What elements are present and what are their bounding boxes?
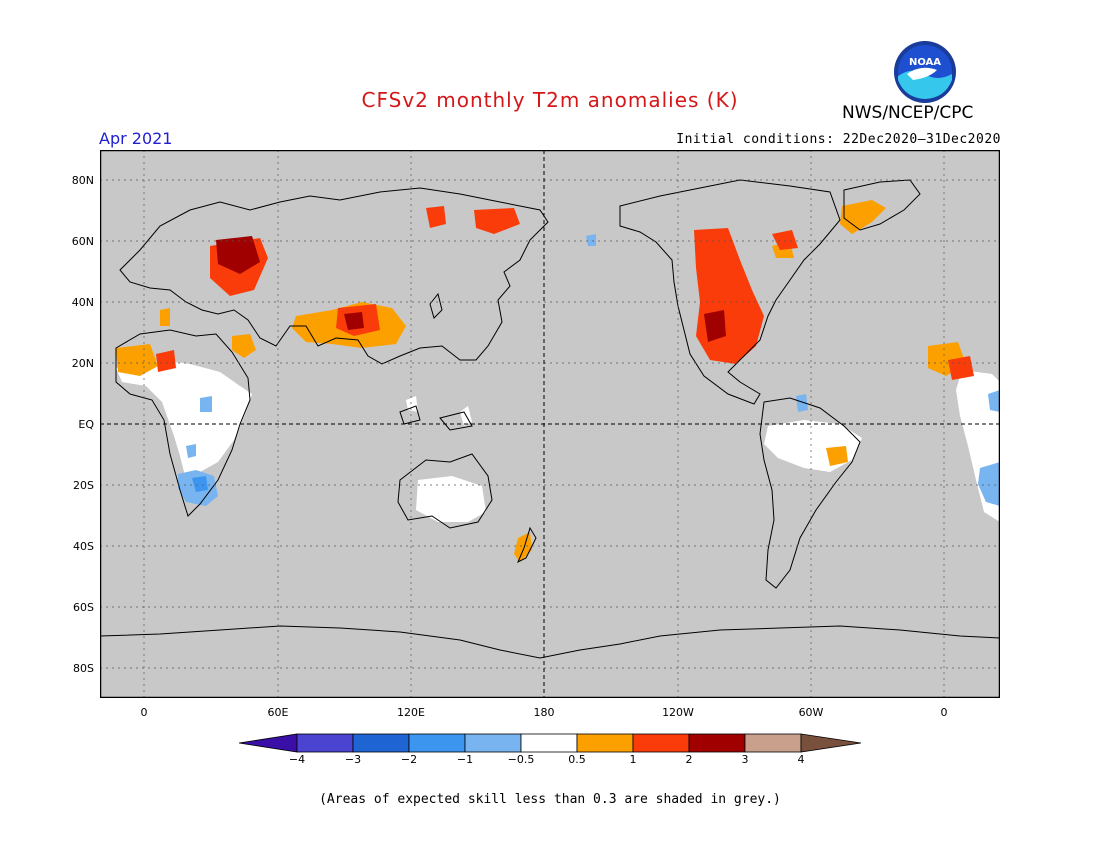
legend-swatch [800,733,861,753]
legend-swatch [408,733,466,753]
lon-label: 120E [397,706,425,719]
lat-label: 40N [71,296,94,309]
coastlines [100,179,1000,659]
legend-tick: −2 [400,753,418,766]
noaa-logo-text: NOAA [909,57,941,68]
legend-swatch [576,733,634,753]
cold-anomaly-regions [178,234,1000,506]
lon-label: 0 [940,706,948,719]
reference-lines [100,150,1000,698]
initial-conditions: Initial conditions: 22Dec2020–31Dec2020 [676,132,1001,147]
legend-tick: −0.5 [507,753,535,766]
legend-tick: −4 [288,753,306,766]
legend-swatch [464,733,522,753]
gridlines [100,150,1000,698]
legend-tick: 1 [629,753,637,766]
valid-month: Apr 2021 [99,129,173,148]
color-legend [239,733,861,753]
map-frame [100,150,1000,698]
legend-tick: 2 [685,753,693,766]
noaa-logo: NOAA [894,41,956,103]
legend-swatch [352,733,410,753]
legend-swatch [744,733,802,753]
lat-label: 80S [73,662,94,675]
warm-anomaly-regions [116,200,974,562]
map-title: CFSv2 monthly T2m anomalies (K) [361,88,739,112]
lat-label: 80N [71,174,94,187]
lat-label: EQ [78,418,94,431]
anomaly-map [100,150,1000,698]
legend-swatch [632,733,690,753]
lat-label: 60S [73,601,94,614]
organization-label: NWS/NCEP/CPC [842,103,974,123]
skill-footnote: (Areas of expected skill less than 0.3 a… [319,792,781,807]
legend-swatch [688,733,746,753]
near-normal-regions [116,360,1000,522]
legend-tick: −1 [456,753,474,766]
lon-label: 0 [140,706,148,719]
legend-swatch [239,733,298,753]
legend-tick: 4 [797,753,805,766]
lon-label: 60E [267,706,289,719]
lat-label: 20N [71,357,94,370]
legend-tick: 3 [741,753,749,766]
lon-label: 60W [798,706,824,719]
lon-label: 180 [533,706,555,719]
legend-swatch [520,733,578,753]
legend-tick: 0.5 [568,753,586,766]
legend-tick: −3 [344,753,362,766]
lon-label: 120W [662,706,694,719]
legend-swatch [296,733,354,753]
lat-label: 60N [71,235,94,248]
lat-label: 40S [73,540,94,553]
lat-label: 20S [73,479,94,492]
